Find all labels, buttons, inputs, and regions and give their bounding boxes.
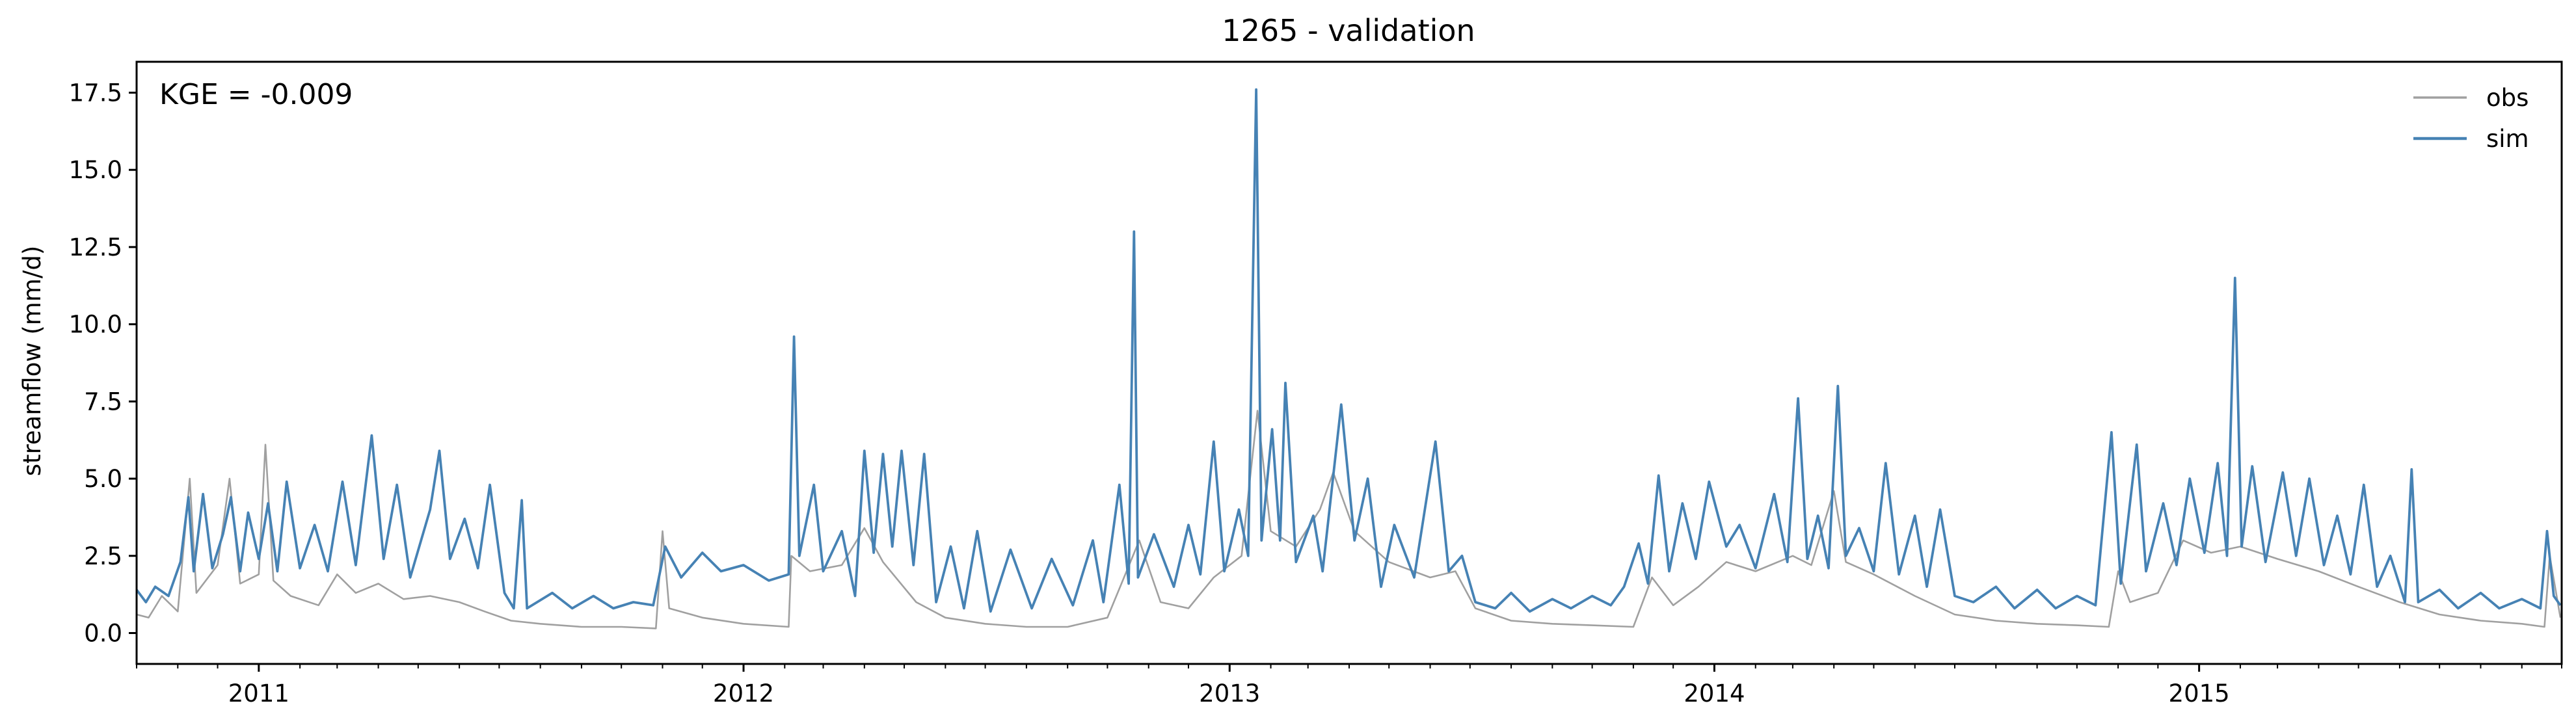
x-tick-label: 2014 xyxy=(1684,680,1745,707)
y-tick-label: 0.0 xyxy=(84,620,122,648)
legend-label-sim: sim xyxy=(2486,125,2529,153)
x-tick-label: 2012 xyxy=(713,680,774,707)
x-tick-label: 2011 xyxy=(228,680,289,707)
series-line-obs xyxy=(136,410,2562,629)
y-axis-label: streamflow (mm/d) xyxy=(18,246,46,477)
y-tick-label: 17.5 xyxy=(69,79,122,107)
y-tick-label: 10.0 xyxy=(69,311,122,339)
y-axis: 0.0 2.5 5.0 7.5 10.0 12.5 15.0 17.5 xyxy=(69,79,137,648)
x-tick-label: 2013 xyxy=(1199,680,1260,707)
series-line-sim xyxy=(135,88,2562,613)
y-tick-label: 15.0 xyxy=(69,156,122,184)
plot-area: 0.02.55.07.510.012.515.017.5 2011 2012 201… xyxy=(69,60,2563,707)
chart-title: 1265 - validation xyxy=(1222,13,1475,48)
legend-label-obs: obs xyxy=(2486,84,2529,112)
y-tick-label: 7.5 xyxy=(84,388,122,416)
plot-frame xyxy=(135,60,2563,665)
kge-annotation: KGE = -0.009 xyxy=(159,78,353,111)
legend: obs sim xyxy=(2413,84,2529,153)
y-tick-label: 5.0 xyxy=(84,465,122,493)
series-layer xyxy=(135,88,2562,629)
x-tick-label: 2015 xyxy=(2169,680,2230,707)
y-tick-label: 12.5 xyxy=(69,233,122,261)
y-tick-label: 2.5 xyxy=(84,542,122,570)
x-axis: 2011 2012 2013 2014 2015 xyxy=(136,664,2562,707)
